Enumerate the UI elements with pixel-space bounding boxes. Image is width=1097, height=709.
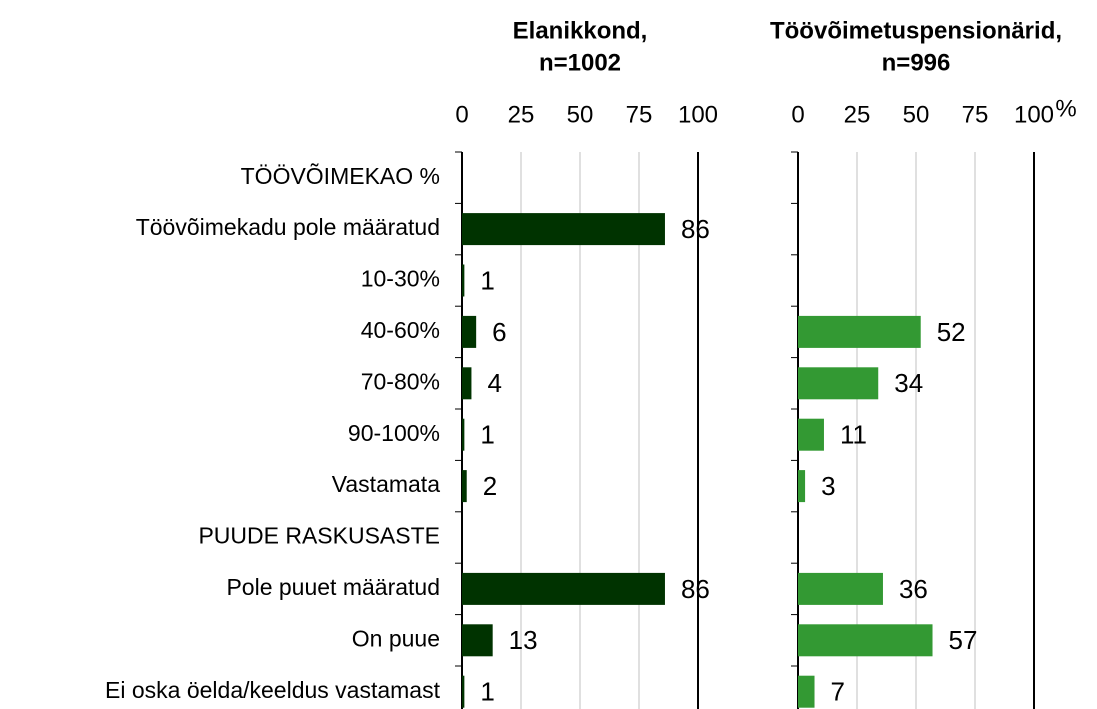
value-label: 86 — [681, 574, 710, 604]
x-tick-label: 100 — [1014, 101, 1054, 128]
x-tick-label: 50 — [903, 101, 930, 128]
chart-title: Elanikkond, — [513, 17, 648, 44]
x-tick-label: 75 — [962, 101, 989, 128]
category-label: 40-60% — [361, 317, 440, 343]
bar — [798, 572, 883, 605]
x-tick-label: 100 — [678, 101, 718, 128]
chart-subtitle: n=1002 — [539, 49, 621, 76]
x-tick-label: 50 — [567, 101, 594, 128]
bar — [462, 367, 472, 400]
bar — [462, 264, 465, 297]
bar — [798, 315, 921, 348]
value-label: 1 — [480, 265, 494, 295]
value-label: 4 — [487, 368, 501, 398]
value-label: 34 — [894, 368, 923, 398]
category-label: Töövõimekadu pole määratud — [136, 214, 440, 240]
value-label: 86 — [681, 214, 710, 244]
value-label: 57 — [949, 625, 978, 655]
bar — [462, 624, 493, 657]
value-label: 36 — [899, 574, 928, 604]
bar — [798, 367, 879, 400]
category-label: 70-80% — [361, 368, 440, 394]
bar — [462, 213, 665, 246]
value-label: 52 — [937, 317, 966, 347]
value-label: 13 — [509, 625, 538, 655]
bar — [798, 675, 815, 708]
bar — [798, 418, 824, 451]
value-label: 1 — [480, 677, 494, 707]
x-tick-label: 75 — [626, 101, 653, 128]
value-label: 2 — [483, 471, 497, 501]
value-label: 7 — [831, 677, 845, 707]
category-label: 90-100% — [348, 420, 440, 446]
category-label: Pole puuet määratud — [226, 574, 440, 600]
x-tick-label: 0 — [455, 101, 468, 128]
category-label: Vastamata — [332, 471, 440, 497]
value-label: 11 — [840, 420, 867, 450]
category-label: On puue — [352, 625, 440, 651]
x-tick-label: 25 — [844, 101, 871, 128]
category-label: PUUDE RASKUSASTE — [198, 523, 440, 549]
chart-title: Töövõimetuspensionärid, — [770, 17, 1062, 44]
category-label: Ei oska öelda/keeldus vastamast — [105, 677, 441, 703]
bar — [462, 418, 465, 451]
category-label: TÖÖVÕIMEKAO % — [241, 162, 440, 189]
x-tick-label: 0 — [791, 101, 804, 128]
bar — [462, 675, 465, 708]
bar — [798, 624, 933, 657]
category-label: 10-30% — [361, 266, 440, 292]
x-axis-label: % — [1055, 95, 1076, 122]
value-label: 3 — [821, 471, 835, 501]
chart-subtitle: n=996 — [882, 49, 951, 76]
bar — [462, 572, 665, 605]
value-label: 1 — [480, 420, 494, 450]
bar — [462, 315, 477, 348]
value-label: 6 — [492, 317, 506, 347]
x-tick-label: 25 — [508, 101, 535, 128]
bar — [798, 470, 806, 503]
bar — [462, 470, 467, 503]
